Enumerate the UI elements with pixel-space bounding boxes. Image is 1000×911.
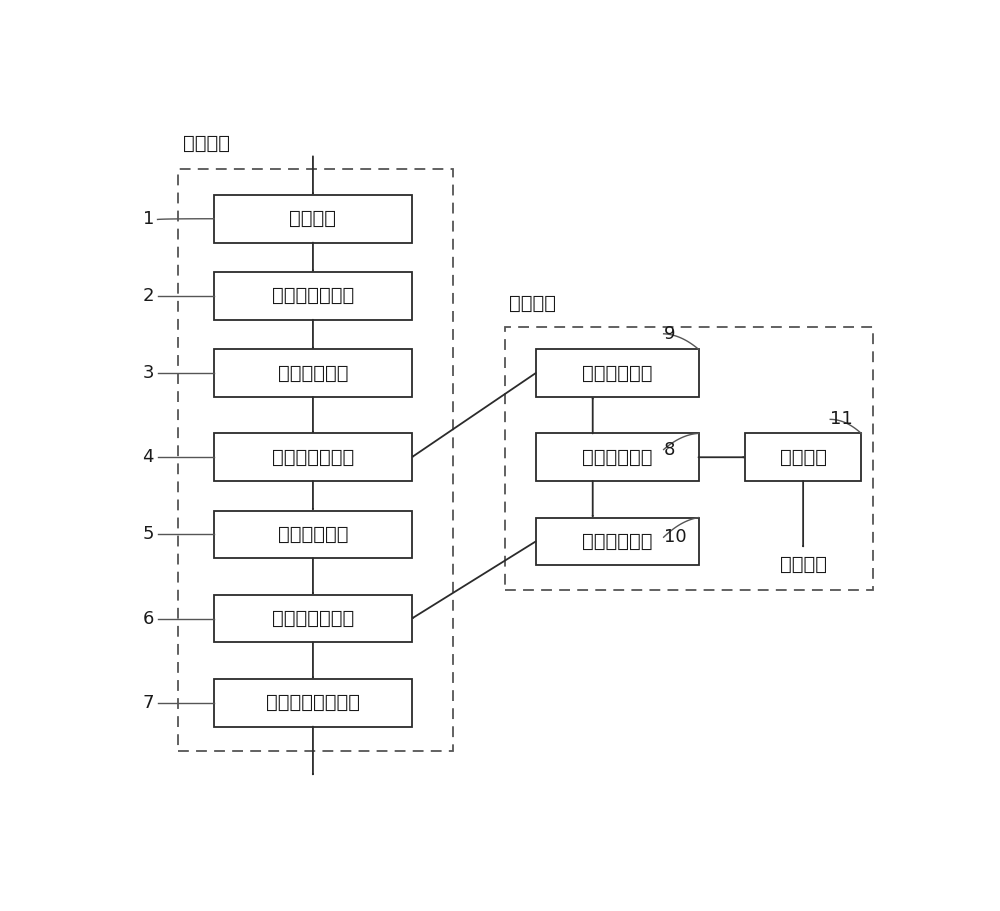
Text: 10: 10 [664, 528, 686, 547]
Text: 开关滤波模块: 开关滤波模块 [278, 363, 348, 383]
Text: 5: 5 [143, 526, 154, 543]
Bar [178, 169, 453, 752]
Text: 时钟模块: 时钟模块 [780, 447, 827, 466]
Bar [214, 195, 412, 242]
Text: 第一级混频模块: 第一级混频模块 [272, 447, 354, 466]
Text: 时钟输出: 时钟输出 [780, 555, 827, 574]
Text: 通道模块: 通道模块 [183, 134, 230, 153]
Bar [214, 679, 412, 727]
Bar [536, 434, 698, 481]
Text: 滤波放大模块: 滤波放大模块 [278, 525, 348, 544]
Bar [214, 510, 412, 558]
Bar [214, 434, 412, 481]
Bar [745, 434, 861, 481]
Text: 2: 2 [143, 287, 154, 305]
Text: 低噪声放大模块: 低噪声放大模块 [272, 286, 354, 305]
Text: 第一本振模块: 第一本振模块 [582, 363, 652, 383]
Text: 4: 4 [143, 448, 154, 466]
Bar [214, 595, 412, 642]
Text: 6: 6 [143, 609, 154, 628]
Bar [505, 327, 873, 589]
Text: 9: 9 [664, 325, 675, 343]
Text: 11: 11 [830, 410, 853, 428]
Text: 中频滤波放大模块: 中频滤波放大模块 [266, 693, 360, 712]
Bar [214, 272, 412, 320]
Text: 3: 3 [143, 364, 154, 382]
Text: 7: 7 [143, 694, 154, 711]
Text: 限幅模块: 限幅模块 [289, 210, 336, 229]
Bar [536, 517, 698, 565]
Text: 1: 1 [143, 210, 154, 229]
Bar [214, 349, 412, 397]
Text: 本振模块: 本振模块 [509, 293, 556, 312]
Text: 第二级混频模块: 第二级混频模块 [272, 609, 354, 628]
Text: 8: 8 [664, 441, 675, 458]
Bar [536, 349, 698, 397]
Text: 第二本振模块: 第二本振模块 [582, 532, 652, 551]
Text: 晶振电路模块: 晶振电路模块 [582, 447, 652, 466]
